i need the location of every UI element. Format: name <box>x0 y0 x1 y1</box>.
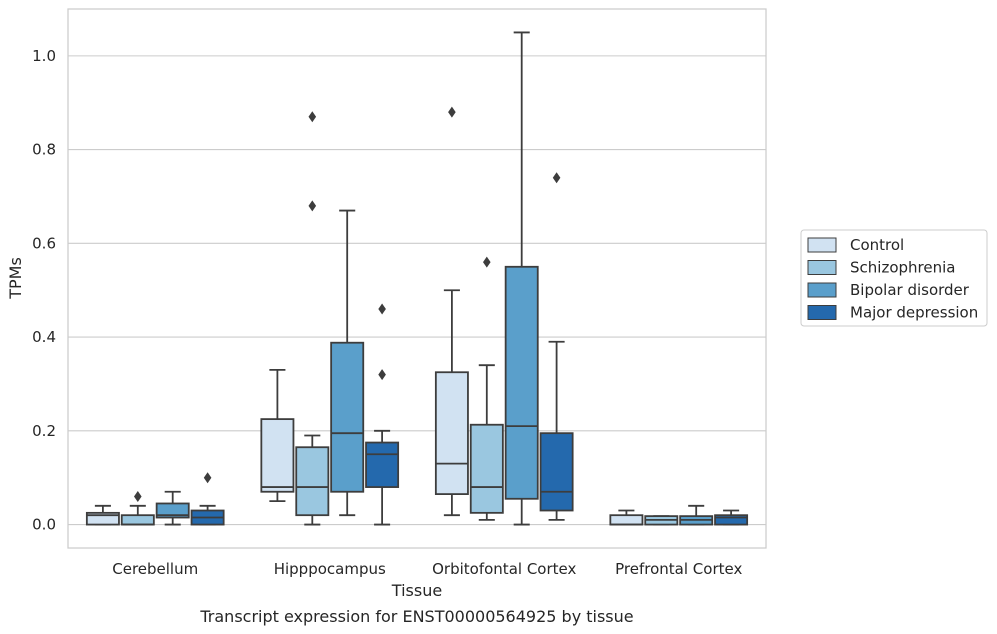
outlier-point <box>378 303 386 315</box>
outlier-point <box>308 111 317 123</box>
box <box>295 111 330 526</box>
box-iqr <box>434 371 469 496</box>
series-bipolar-disorder <box>155 31 714 526</box>
series-schizophrenia <box>120 111 679 526</box>
box-iqr <box>155 502 190 519</box>
y-axis-label: TPMs <box>6 257 25 300</box>
legend-label: Schizophrenia <box>850 259 955 277</box>
legend-frame <box>800 229 988 327</box>
legend-swatch <box>807 260 837 275</box>
series-major-depression <box>190 172 749 526</box>
box-iqr <box>539 432 574 512</box>
legend-label: Control <box>850 236 904 254</box>
legend-swatch <box>807 282 837 298</box>
x-tick-label: Hipppocampus <box>274 560 386 578</box>
outlier-point <box>552 172 561 184</box>
x-tick-label: Orbitofontal Cortex <box>432 560 576 578</box>
legend-swatch <box>807 305 837 320</box>
grid-lines <box>68 55 766 526</box>
box-iqr <box>714 514 749 526</box>
outlier-point <box>378 369 386 381</box>
y-tick-label: 0.6 <box>32 234 56 252</box>
series-control <box>85 106 644 526</box>
legend-swatch <box>807 237 837 253</box>
legend: Control Schizophrenia Bipolar disorder Majo… <box>800 229 988 327</box>
legend-label: Major depression <box>850 304 978 322</box>
box <box>504 31 539 526</box>
box <box>609 509 644 526</box>
x-axis-ticks: Cerebellum Hipppocampus Orbitofontal Corte… <box>112 560 742 578</box>
box <box>714 509 749 526</box>
box <box>644 515 679 526</box>
box-iqr <box>609 514 644 526</box>
box-iqr <box>365 441 400 488</box>
outlier-point <box>203 472 212 484</box>
x-tick-label: Cerebellum <box>112 560 198 578</box>
box <box>365 303 400 526</box>
y-axis-ticks: 0.0 0.2 0.4 0.6 0.8 1.0 <box>32 47 56 534</box>
figure-caption: Transcript expression for ENST0000056492… <box>199 607 633 626</box>
box <box>679 504 714 526</box>
box-iqr <box>85 511 120 526</box>
box-iqr <box>469 423 504 514</box>
plot-area-frame <box>67 8 767 549</box>
box-iqr <box>295 446 330 517</box>
box-iqr <box>504 265 539 500</box>
box <box>469 256 504 521</box>
box-iqr <box>260 418 295 493</box>
x-axis-label: Tissue <box>391 581 442 600</box>
y-tick-label: 0.0 <box>32 516 56 534</box>
outlier-point <box>483 256 491 268</box>
y-tick-label: 1.0 <box>32 47 56 65</box>
box-iqr <box>120 514 155 526</box>
outlier-point <box>448 106 456 118</box>
outlier-point <box>308 200 317 212</box>
legend-items: Control Schizophrenia Bipolar disorder Majo… <box>807 236 978 322</box>
y-tick-label: 0.4 <box>32 328 56 346</box>
box <box>155 490 190 526</box>
box-iqr <box>330 341 365 493</box>
box <box>120 490 155 526</box>
box <box>260 368 295 503</box>
box <box>85 504 120 526</box>
box <box>330 209 365 517</box>
box <box>434 106 469 517</box>
box <box>539 172 574 521</box>
box-plot-series <box>85 31 749 526</box>
y-tick-label: 0.2 <box>32 422 56 440</box>
legend-label: Bipolar disorder <box>850 281 970 299</box>
box <box>190 472 225 526</box>
outlier-point <box>134 490 142 502</box>
y-tick-label: 0.8 <box>32 141 56 159</box>
x-tick-label: Prefrontal Cortex <box>615 560 742 578</box>
